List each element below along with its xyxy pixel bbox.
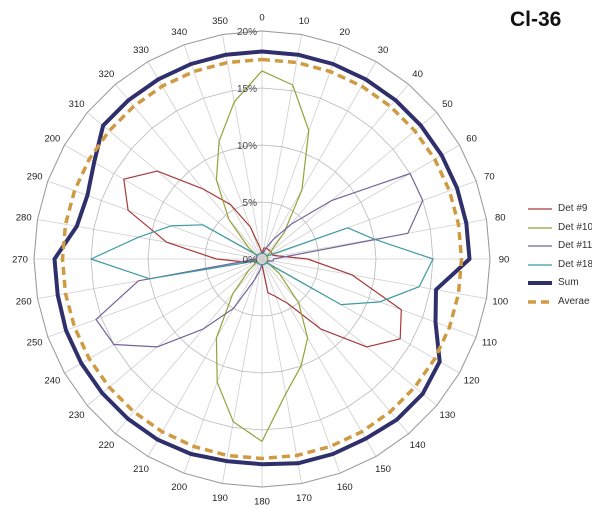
angle-label: 90 — [499, 255, 510, 266]
angle-label: 160 — [337, 482, 353, 493]
angle-label: 30 — [378, 45, 389, 56]
angle-label: 220 — [98, 440, 114, 451]
angle-label: 40 — [412, 69, 423, 80]
legend-item: Det #10 — [526, 219, 592, 238]
radial-tick-label: 20% — [237, 27, 257, 38]
angle-label: 320 — [98, 69, 114, 80]
series-line-3 — [90, 224, 434, 306]
legend-swatch — [528, 281, 552, 285]
angle-label: 110 — [482, 337, 497, 348]
legend-label: Det #11 — [558, 240, 592, 251]
angle-label: 240 — [44, 376, 60, 387]
legend-item: Averae — [526, 293, 592, 312]
legend-label: Det #18 — [558, 258, 592, 270]
outer-border — [33, 30, 491, 488]
angle-label: 210 — [133, 464, 149, 475]
angle-label: 20 — [340, 27, 351, 38]
angle-label: 350 — [212, 16, 228, 27]
grid-ring — [147, 144, 377, 374]
angle-label: 60 — [466, 134, 477, 145]
legend-item: Det #18 — [526, 256, 592, 275]
radial-tick-label: 15% — [237, 84, 257, 95]
polar-grid — [33, 30, 491, 488]
angle-label: 120 — [464, 376, 480, 387]
angle-label: 150 — [375, 464, 391, 475]
angle-label: 80 — [495, 213, 506, 224]
angle-label: 310 — [69, 99, 85, 110]
angle-label: 50 — [442, 99, 453, 110]
angle-label: 340 — [171, 27, 187, 38]
legend: Det #9 Det #10 Det #11 Det #18 Sum Averae — [526, 200, 592, 311]
angle-label: 180 — [254, 497, 270, 508]
legend-swatch — [528, 208, 552, 210]
angle-label: 280 — [16, 213, 32, 224]
angle-label: 200 — [171, 482, 187, 493]
angle-label: 230 — [69, 410, 85, 421]
legend-label: Det #9 — [558, 203, 588, 214]
chart-title: Cl-36 — [510, 8, 562, 31]
legend-item: Det #9 — [526, 200, 592, 219]
angle-label: 100 — [492, 297, 508, 308]
legend-swatch — [528, 299, 552, 304]
radial-tick-label: 10% — [237, 141, 257, 152]
angle-label: 290 — [27, 172, 43, 183]
angle-label: 0 — [259, 13, 264, 24]
angle-label: 190 — [212, 493, 228, 504]
series-group — [52, 49, 472, 467]
series-line-4 — [52, 49, 472, 467]
angle-label: 270 — [12, 255, 28, 266]
angle-label: 140 — [410, 440, 426, 451]
angle-label: 260 — [16, 297, 32, 308]
legend-item: Sum — [526, 274, 592, 293]
legend-label: Det #10 — [558, 221, 592, 233]
angle-label: 200 — [44, 134, 60, 145]
angle-label: 170 — [296, 493, 312, 504]
legend-swatch — [528, 226, 552, 229]
radial-tick-label: 5% — [243, 198, 258, 209]
legend-label: Sum — [558, 277, 579, 288]
angle-label: 10 — [299, 16, 310, 27]
series-line-5 — [60, 57, 464, 461]
angle-label: 130 — [439, 410, 455, 421]
legend-swatch — [528, 263, 552, 266]
radial-tick-label: 0% — [243, 255, 258, 266]
legend-swatch — [528, 245, 552, 247]
legend-label: Averae — [558, 295, 590, 307]
angle-label: 70 — [484, 172, 495, 183]
axis-labels: 0% 5% 10% 15% 20%0 10 20 30 40 50 60 70 80 90 100 110 12… — [12, 13, 509, 508]
angle-label: 330 — [133, 45, 149, 56]
angle-label: 250 — [27, 337, 43, 348]
legend-item: Det #11 — [526, 237, 592, 256]
